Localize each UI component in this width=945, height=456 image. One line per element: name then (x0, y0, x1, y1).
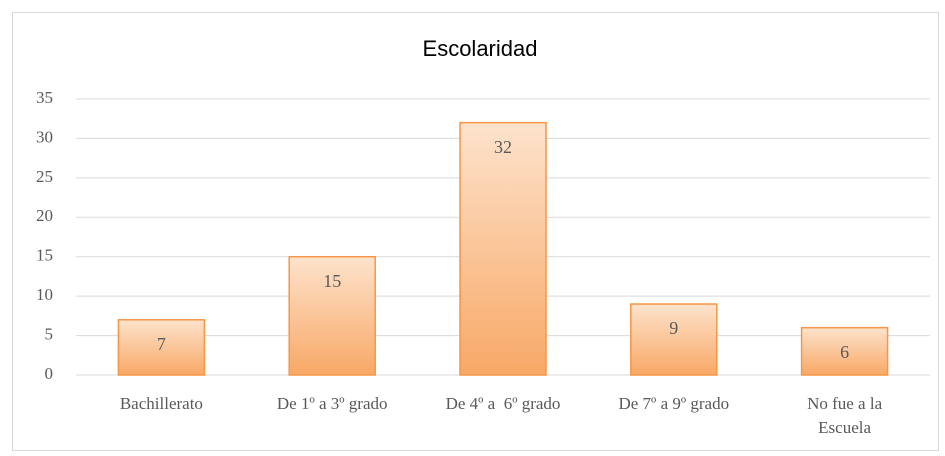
bar (800, 326, 889, 376)
y-tick-label: 30 (36, 127, 53, 146)
bar (630, 303, 718, 376)
x-tick-label: De 7º a 9º grado (618, 394, 730, 413)
data-label: 32 (494, 137, 512, 157)
y-tick-label: 0 (45, 364, 54, 383)
y-tick-label: 5 (45, 324, 54, 343)
y-tick-label: 15 (36, 246, 53, 265)
y-tick-label: 10 (36, 285, 53, 304)
bar (459, 121, 547, 376)
y-tick-label: 20 (36, 206, 53, 225)
x-tick-label: De 4º a 6º grado (445, 394, 561, 413)
data-label: 7 (157, 334, 166, 354)
x-tick-label: De 1º a 3º grado (276, 394, 388, 413)
x-tick-label: No fue a la Escuela (807, 394, 887, 437)
bar (288, 255, 376, 376)
bar (117, 319, 206, 376)
chart-title: Escolaridad (423, 36, 538, 61)
data-label: 15 (323, 271, 341, 291)
data-label: 9 (669, 318, 678, 338)
y-tick-label: 35 (36, 88, 53, 107)
data-label: 6 (840, 342, 849, 362)
x-tick-label: Bachillerato (119, 394, 203, 413)
y-tick-label: 25 (36, 167, 53, 186)
